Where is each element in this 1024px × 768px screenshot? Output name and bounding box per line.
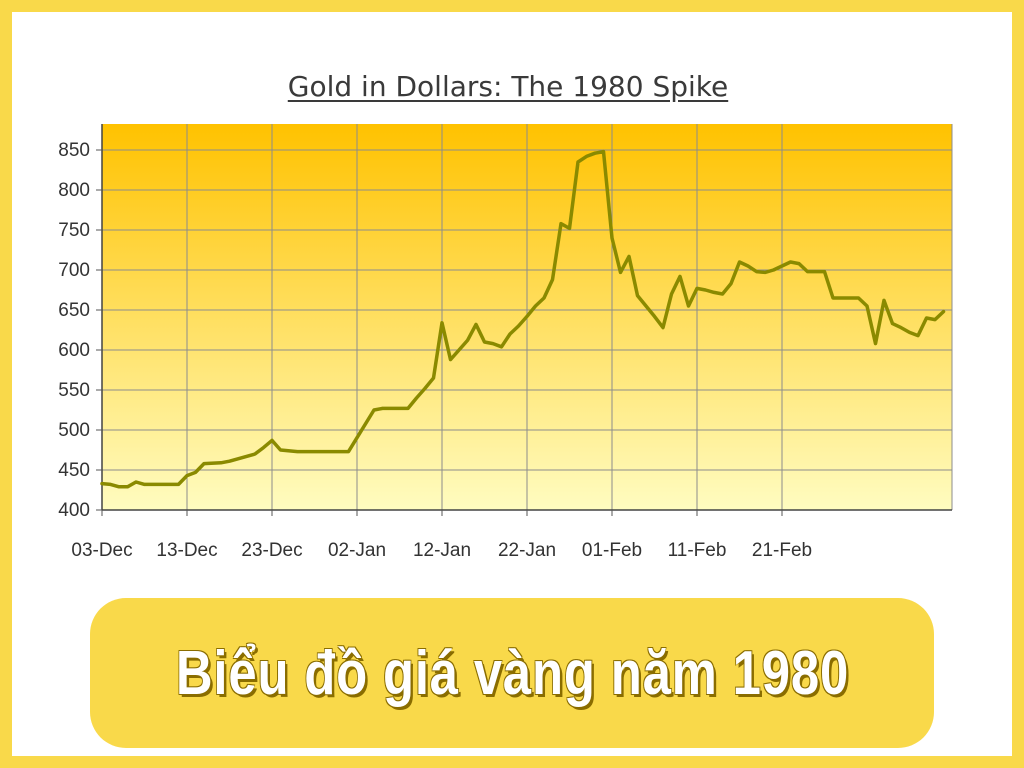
caption-banner: Biểu đồ giá vàng năm 1980 <box>90 598 934 748</box>
y-tick-label: 400 <box>58 500 90 521</box>
y-tick-label: 600 <box>58 340 90 361</box>
x-axis-ticks: 03-Dec 13-Dec 23-Dec 02-Jan 12-Jan 22-Jan 01-F… <box>71 510 812 561</box>
y-tick-label: 500 <box>58 420 90 441</box>
y-tick-label: 750 <box>58 220 90 241</box>
x-tick-label: 22-Jan <box>498 540 556 561</box>
caption-text: Biểu đồ giá vàng năm 1980 <box>175 638 849 708</box>
x-tick-label: 21-Feb <box>752 540 812 561</box>
x-tick-label: 01-Feb <box>582 540 642 561</box>
y-tick-label: 700 <box>58 260 90 281</box>
series-line <box>100 149 946 489</box>
gold-price-chart: 400 450 500 550 600 650 700 750 800 850 03-Dec 13-… <box>58 124 953 561</box>
y-tick-label: 450 <box>58 460 90 481</box>
y-tick-label: 800 <box>58 180 90 201</box>
chart-title: Gold in Dollars: The 1980 Spike <box>287 70 729 103</box>
x-tick-label: 03-Dec <box>71 540 132 561</box>
x-tick-label: 11-Feb <box>668 540 727 561</box>
x-tick-label: 23-Dec <box>241 540 302 561</box>
x-tick-label: 12-Jan <box>413 540 471 561</box>
y-tick-label: 550 <box>58 380 90 401</box>
y-axis-ticks: 400 450 500 550 600 650 700 750 800 850 <box>58 140 102 521</box>
x-tick-label: 02-Jan <box>328 540 386 561</box>
y-tick-label: 850 <box>58 140 90 161</box>
y-tick-label: 650 <box>58 300 90 321</box>
price-series <box>100 149 946 489</box>
x-tick-label: 13-Dec <box>156 540 217 561</box>
